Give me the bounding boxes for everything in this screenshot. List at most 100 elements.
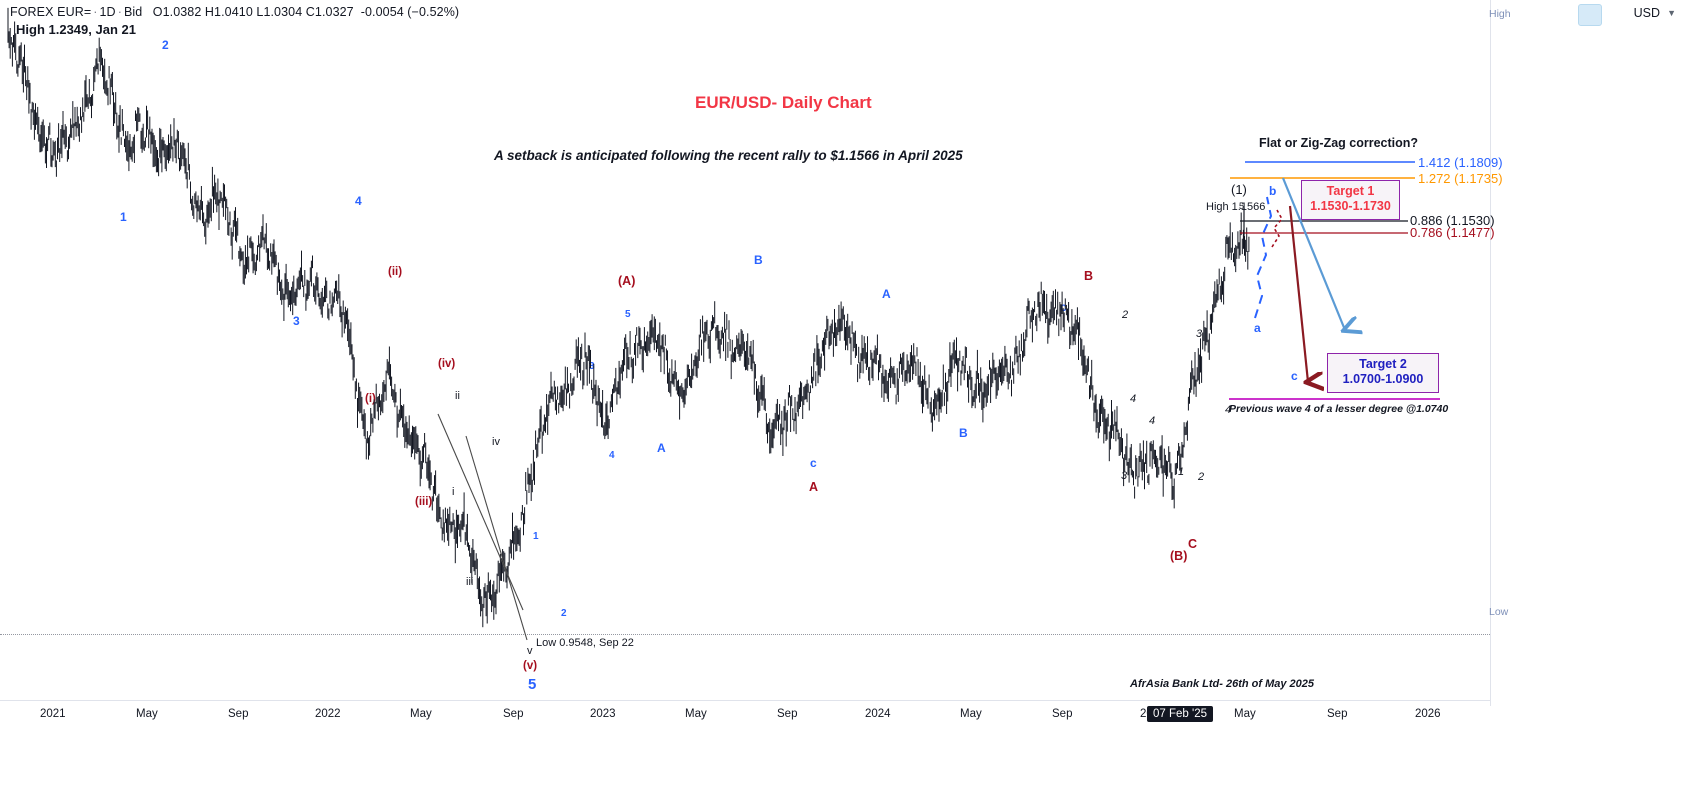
fib-label-0786: 0.786 (1.1477) (1410, 225, 1495, 240)
low-9548-label: Low 0.9548, Sep 22 (536, 637, 634, 649)
time-tick: May (685, 708, 707, 720)
wave-label-blue-4: 4 (355, 194, 362, 208)
time-axis[interactable]: 2021 May Sep 2022 May Sep 2023 May Sep 2… (0, 700, 1490, 740)
wave-label-black-ii: ii (455, 390, 460, 402)
wave-label-red-iii: (iii) (415, 496, 433, 508)
wave-label-corr-c: c (1291, 369, 1298, 383)
wave-label-blue-C-1: c (810, 456, 817, 470)
time-tick: Sep (1052, 708, 1073, 720)
wave-label-red-B: B (1084, 269, 1094, 283)
wave-label-r-2b: 2 (1122, 309, 1129, 321)
correction-question-label: Flat or Zig-Zag correction? (1259, 136, 1419, 150)
all-time-high-note: High 1.2349, Jan 21 (16, 22, 136, 37)
time-tick: May (960, 708, 982, 720)
time-tick: May (410, 708, 432, 720)
target-2-title: Target 2 (1359, 357, 1407, 371)
trendline-upper (465, 435, 528, 641)
target-2-range: 1.0700-1.0900 (1342, 371, 1424, 386)
crosshair-date-pill: 07 Feb '25 (1147, 706, 1213, 722)
chart-subtitle: A setback is anticipated following the r… (494, 148, 963, 163)
low-marker-label: Low (1489, 606, 1509, 618)
low-value: 1.0304 (263, 5, 303, 19)
trendline-lower (437, 413, 524, 611)
measure-tool-icon[interactable] (1578, 4, 1602, 26)
chart-title: EUR/USD- Daily Chart (695, 93, 872, 112)
wave-label-blue-B-1: B (754, 253, 763, 267)
change-percent: (−0.52%) (407, 5, 460, 19)
time-axis-divider (0, 700, 1490, 701)
wave-label-corr-a: a (1254, 321, 1261, 335)
symbol-label[interactable]: FOREX EUR= (10, 5, 92, 19)
wave-label-r-2: 2 (1198, 471, 1205, 483)
wave-label-red-A-paren: (A) (618, 274, 636, 288)
time-tick: May (136, 708, 158, 720)
fib-label-1272: 1.272 (1.1735) (1418, 171, 1503, 186)
time-tick: 2024 (865, 708, 891, 720)
close-prefix: C (305, 5, 315, 19)
wave-label-r-4: 4 (1149, 415, 1156, 427)
wave-label-red-ii: (ii) (388, 266, 403, 278)
wave-label-black-v: v (527, 645, 533, 657)
wave-label-r-3: 3 (1121, 470, 1128, 482)
wave-label-r-4b: 4 (1130, 393, 1137, 405)
wave-label-r-1: 1 (1178, 466, 1185, 478)
ohlc-header: FOREX EUR= · 1D · Bid O1.0382 H1.0410 L1.030… (10, 5, 460, 19)
source-label: Bid (123, 5, 143, 19)
wave-label-blue-1: 1 (120, 210, 127, 224)
wave-label-blue-A-2: A (882, 287, 891, 301)
high-value: 1.0410 (214, 5, 253, 19)
wave-label-small-4: 4 (609, 450, 615, 461)
wave-label-black-iii: iii (466, 576, 474, 588)
target-1-range: 1.1530-1.1730 (1310, 198, 1391, 213)
price-axis[interactable]: 1.2349 1.2200 1.2000 1.1800 1.1600 1.140… (1489, 0, 1688, 706)
close-value: 1.0327 (314, 5, 354, 19)
currency-label[interactable]: USD (1633, 6, 1660, 20)
time-tick: Sep (777, 708, 798, 720)
high-1566-label: High 1.1566 (1206, 201, 1266, 213)
wave-label-red-B-paren: (B) (1170, 549, 1188, 563)
wave-label-r-3b: 3 (1196, 328, 1203, 340)
change-value: -0.0054 (360, 5, 404, 19)
time-tick: 2022 (315, 708, 341, 720)
open-prefix: O (152, 5, 163, 19)
target-2-box: Target 2 1.0700-1.0900 (1327, 353, 1439, 393)
previous-wave-note: Previous wave 4 of a lesser degree @1.07… (1229, 403, 1449, 415)
wave-label-small-3: 3 (589, 361, 595, 372)
wave-label-black-iv: iv (492, 436, 500, 448)
wave-label-red-i: (i) (365, 393, 376, 405)
time-tick: Sep (503, 708, 524, 720)
interval-label[interactable]: 1D (99, 5, 116, 19)
open-value: 1.0382 (162, 5, 202, 19)
wave-label-red-v: (v) (523, 660, 538, 672)
wave-label-corr-b: b (1269, 184, 1277, 198)
time-tick: 2023 (590, 708, 616, 720)
time-tick: 2026 (1415, 708, 1441, 720)
wave-label-blue-5: 5 (528, 676, 537, 693)
chevron-down-icon[interactable]: ▼ (1667, 8, 1676, 18)
wave-label-r-5: 5 (1239, 201, 1245, 211)
low-prefix: L (256, 5, 264, 19)
wave-label-paren-one: (1) (1231, 182, 1247, 197)
wave-label-red-C: C (1188, 537, 1198, 551)
chart-credit: AfrAsia Bank Ltd- 26th of May 2025 (1130, 678, 1314, 690)
wave-label-small-2: 2 (561, 608, 567, 619)
projection-arrow-red (1288, 205, 1308, 382)
target-1-title: Target 1 (1326, 184, 1375, 198)
wave-label-red-iv: (iv) (438, 358, 456, 370)
wave-label-blue-C-2: c (1060, 300, 1067, 314)
time-tick: Sep (228, 708, 249, 720)
wave-label-small-5: 5 (625, 309, 631, 320)
price-axis-divider (1490, 0, 1491, 706)
target-1-box: Target 1 1.1530-1.1730 (1301, 180, 1400, 220)
correction-path-dashed (1254, 196, 1273, 319)
wave-label-blue-A-1: A (657, 441, 666, 455)
low-reference-line (0, 634, 1490, 635)
wave-label-small-1: 1 (533, 531, 539, 542)
high-prefix: H (204, 5, 215, 19)
fib-label-1412: 1.412 (1.1809) (1418, 155, 1503, 170)
wave-label-blue-2: 2 (162, 38, 169, 52)
high-marker-label: High (1489, 8, 1511, 20)
wave-label-blue-B-2: B (959, 426, 968, 440)
